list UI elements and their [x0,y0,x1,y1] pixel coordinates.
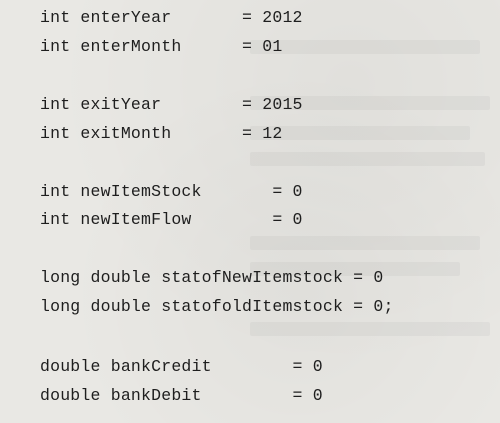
code-line-enter-month: int enterMonth = 01 [40,37,283,56]
code-line-new-item-stock: int newItemStock = 0 [40,182,303,201]
code-line-new-item-flow: int newItemFlow = 0 [40,210,303,229]
code-line-stat-new-item-stock: long double statofNewItemstock = 0 [40,268,384,287]
code-line-bank-credit: double bankCredit = 0 [40,357,323,376]
code-line-exit-year: int exitYear = 2015 [40,95,303,114]
code-line-bank-debit: double bankDebit = 0 [40,386,323,405]
code-line-stat-old-item-stock: long double statofoldItemstock = 0; [40,297,394,316]
code-line-exit-month: int exitMonth = 12 [40,124,283,143]
code-line-enter-year: int enterYear = 2012 [40,8,303,27]
